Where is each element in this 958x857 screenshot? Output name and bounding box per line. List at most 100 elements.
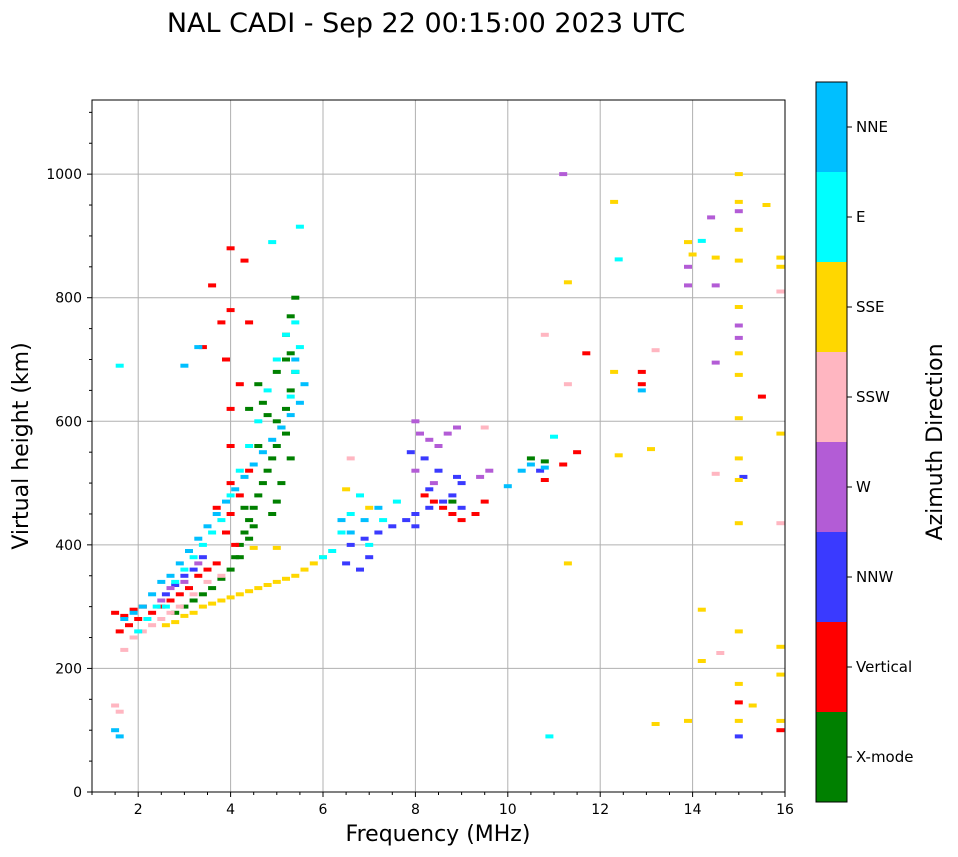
echo-point-vertical [540, 478, 549, 482]
echo-point-nnw [411, 524, 420, 529]
echo-point-x-mode [254, 382, 263, 387]
echo-point-nnw [536, 468, 545, 473]
echo-point-x-mode [245, 406, 254, 411]
echo-point-x-mode [240, 530, 249, 535]
echo-point-x-mode [282, 406, 290, 411]
echo-point-nnw [739, 474, 748, 479]
echo-point-w [711, 283, 720, 288]
echo-point-e [115, 363, 124, 368]
echo-point-x-mode [268, 456, 277, 461]
colorbar-label-ssw: SSW [856, 388, 890, 406]
echo-point-x-mode [249, 524, 258, 529]
echo-point-nnw [425, 487, 434, 492]
echo-point-sse [226, 595, 235, 600]
echo-point-nne [194, 345, 203, 350]
echo-point-w [416, 431, 424, 436]
echo-point-nne [337, 518, 346, 523]
echo-point-sse [762, 203, 771, 207]
echo-point-sse [171, 620, 180, 625]
echo-point-sse [161, 623, 170, 628]
echo-point-x-mode [245, 518, 254, 523]
echo-point-sse [734, 258, 743, 263]
echo-point-vertical [212, 561, 221, 566]
echo-point-vertical [194, 573, 203, 578]
echo-point-x-mode [277, 481, 286, 486]
echo-point-vertical [120, 613, 129, 618]
colorbar-label-w: W [856, 478, 871, 496]
echo-point-nne [203, 524, 212, 529]
echo-point-vertical [420, 493, 429, 498]
echo-point-sse [610, 369, 619, 374]
echo-point-sse [282, 576, 290, 581]
echo-point-nne [637, 388, 646, 393]
echo-point-nne [120, 617, 129, 621]
echo-point-ssw [111, 703, 120, 708]
colorbar-swatch [816, 622, 847, 712]
echo-point-vertical [734, 700, 743, 705]
echo-point-vertical [129, 607, 138, 612]
echo-point-vertical [235, 382, 244, 387]
echo-point-ssw [157, 617, 166, 621]
echo-point-ssw [166, 610, 175, 615]
echo-point-nnw [342, 561, 351, 566]
echo-point-sse [563, 280, 572, 285]
echo-point-vertical [148, 610, 157, 615]
echo-point-nne [346, 530, 355, 535]
colorbar-label: Azimuth Direction [923, 343, 948, 540]
echo-point-sse [342, 487, 351, 492]
echo-point-nne [115, 734, 124, 739]
echo-point-e [268, 240, 277, 245]
echo-point-nne [157, 579, 166, 584]
echo-point-nne [194, 536, 203, 541]
echo-point-w [411, 419, 420, 424]
echo-point-e [697, 238, 706, 243]
echo-point-nne [222, 499, 230, 504]
echo-point-vertical [448, 512, 457, 516]
echo-point-w [425, 437, 434, 442]
grid [92, 100, 785, 792]
echo-point-ssw [346, 456, 355, 461]
echo-point-ssw [175, 604, 184, 609]
echo-point-sse [734, 172, 743, 177]
echo-point-vertical [115, 629, 124, 634]
echo-point-vertical [226, 444, 235, 448]
echo-point-vertical [439, 505, 448, 510]
echo-point-nne [277, 425, 286, 430]
echo-point-x-mode [286, 388, 295, 393]
echo-point-sse [263, 583, 272, 587]
echo-point-nnw [434, 468, 443, 473]
echo-point-e [143, 617, 152, 621]
echo-point-ssw [129, 635, 138, 640]
echo-point-nne [540, 465, 549, 470]
echo-point-vertical [226, 308, 235, 313]
echo-point-nne [258, 450, 267, 455]
echo-point-nne [166, 573, 175, 578]
echo-point-x-mode [180, 604, 189, 609]
echo-point-nne [249, 462, 258, 467]
echo-point-sse [309, 561, 318, 566]
echo-point-w [707, 215, 716, 220]
echo-point-nnw [180, 573, 189, 578]
echo-point-sse [734, 629, 743, 634]
echo-point-sse [776, 431, 785, 436]
echo-point-sse [697, 607, 706, 612]
echo-point-x-mode [526, 456, 535, 461]
echo-point-vertical [240, 258, 249, 263]
echo-point-x-mode [208, 586, 217, 591]
colorbar-swatch [816, 352, 847, 442]
echo-point-ssw [651, 348, 660, 353]
echo-point-x-mode [268, 512, 277, 516]
echo-point-vertical [203, 567, 212, 572]
echo-point-w [157, 598, 166, 603]
echo-point-w [166, 586, 175, 591]
echo-point-vertical [198, 345, 207, 350]
echo-point-x-mode [231, 555, 240, 560]
echo-point-sse [365, 505, 374, 510]
chart-title: NAL CADI - Sep 22 00:15:00 2023 UTC [167, 8, 685, 39]
echo-point-w [411, 468, 420, 473]
echo-point-ssw [138, 629, 147, 634]
echo-point-e [291, 320, 300, 325]
echo-point-nne [526, 462, 535, 467]
echo-point-nne [138, 604, 147, 609]
